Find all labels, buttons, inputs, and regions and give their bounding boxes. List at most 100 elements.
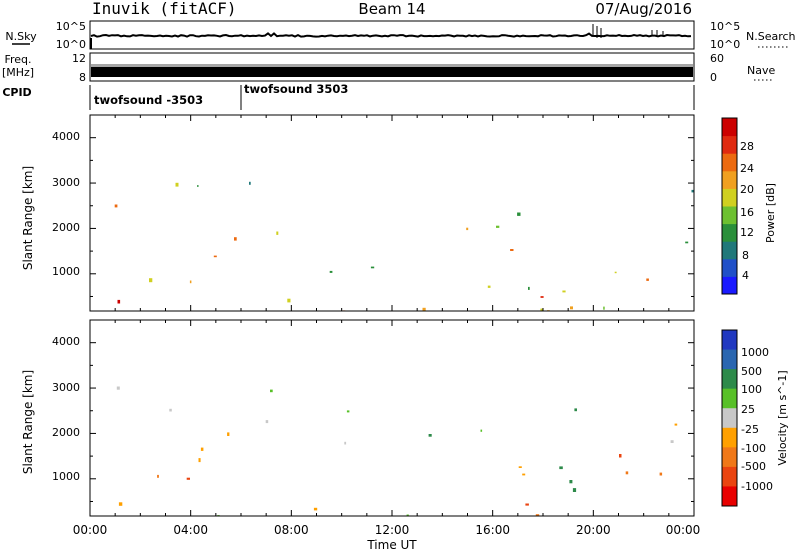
echo-cell <box>691 189 694 193</box>
velocity-colorbar-swatch <box>722 447 737 468</box>
power-colorbar-swatch <box>722 223 737 242</box>
echo-cell <box>157 474 159 478</box>
velocity-colorbar-swatch <box>722 369 737 390</box>
echo-cell <box>117 299 121 304</box>
power-colorbar <box>722 118 737 295</box>
xtick-8: 08:00 <box>274 523 309 537</box>
echo-cell <box>480 429 483 432</box>
xtick-24: 00:00 <box>666 523 701 537</box>
freq-tick-low: 8 <box>79 71 86 84</box>
echo-cell <box>574 408 577 412</box>
echo-cell <box>329 270 333 273</box>
echo-cell <box>249 181 251 185</box>
echo-cell <box>625 471 629 475</box>
power-colorbar-swatch <box>722 188 737 207</box>
echo-cell <box>522 473 526 476</box>
echo-cell <box>466 227 469 231</box>
vel-ytick-2000: 2000 <box>52 426 80 439</box>
echo-cell <box>428 434 432 437</box>
velocity-colorbar-swatch <box>722 388 737 409</box>
power-ytick-4000: 4000 <box>52 130 80 143</box>
nsearch-label: N.Search <box>746 30 796 43</box>
power-cb-24: 24 <box>740 162 754 175</box>
freq-label-line2: [MHz] <box>2 66 34 79</box>
x-axis-title: Time UT <box>366 538 417 552</box>
echo-cell <box>213 255 217 258</box>
power-colorbar-swatch <box>722 153 737 172</box>
echo-cell <box>496 225 500 228</box>
echo-cell <box>619 454 622 458</box>
xtick-16: 16:00 <box>475 523 510 537</box>
echo-cell <box>287 298 291 303</box>
power-cb-12: 12 <box>740 226 754 239</box>
echo-cell <box>670 440 674 443</box>
echo-cell <box>189 280 192 284</box>
power-cb-16: 16 <box>740 206 754 219</box>
power-ytick-1000: 1000 <box>52 265 80 278</box>
echo-cell <box>674 423 678 426</box>
power-cb-4: 4 <box>742 269 749 282</box>
velocity-colorbar <box>722 330 737 507</box>
cpid-segment-2: twofsound 3503 <box>244 82 348 96</box>
echo-cell <box>344 441 347 445</box>
echo-cell <box>149 278 153 283</box>
xtick-20: 20:00 <box>576 523 611 537</box>
xtick-12: 12:00 <box>375 523 410 537</box>
power-colorbar-swatch <box>722 276 737 295</box>
echo-cell <box>570 306 573 310</box>
echo-cell <box>540 296 544 298</box>
echo-cell <box>559 466 563 470</box>
velocity-colorbar-swatch <box>722 486 737 507</box>
nsky-strip: N.Sky 10^5 10^0 10^5 10^0 N.Search <box>5 20 795 51</box>
power-ytick-2000: 2000 <box>52 221 80 234</box>
vel-cb-500: 500 <box>741 365 762 378</box>
velocity-panel: 1000 2000 3000 4000 Slant Range [km] 100… <box>21 319 789 517</box>
nave-tick-low: 0 <box>710 71 717 84</box>
velocity-data <box>116 386 678 516</box>
vel-cb-100: 100 <box>741 383 762 396</box>
echo-cell <box>175 182 179 187</box>
echo-cell <box>197 185 199 187</box>
echo-cell <box>270 389 273 393</box>
vel-cb-m100: -100 <box>741 442 766 455</box>
cpid-segment-1: twofsound -3503 <box>94 93 203 107</box>
nsky-tick-low: 10^0 <box>56 38 86 51</box>
power-colorbar-swatch <box>722 241 737 260</box>
echo-cell <box>510 249 514 251</box>
velocity-colorbar-swatch <box>722 408 737 429</box>
power-colorbar-swatch <box>722 170 737 189</box>
echo-cell <box>200 447 204 451</box>
power-colorbar-swatch <box>722 258 737 277</box>
velocity-colorbar-swatch <box>722 427 737 448</box>
echo-cell <box>685 241 689 244</box>
echo-cell <box>540 308 543 311</box>
power-colorbar-swatch <box>722 206 737 225</box>
vel-cb-m25: -25 <box>741 423 759 436</box>
power-colorbar-swatch <box>722 118 737 137</box>
echo-cell <box>370 266 375 269</box>
echo-cell <box>234 237 237 241</box>
nave-label: Nave <box>747 64 775 77</box>
power-cb-28: 28 <box>740 140 754 153</box>
echo-cell <box>528 286 530 290</box>
power-ytick-3000: 3000 <box>52 176 80 189</box>
echo-cell <box>422 307 426 311</box>
power-data <box>114 181 694 311</box>
echo-cell <box>562 290 566 293</box>
velocity-colorbar-swatch <box>722 330 737 351</box>
echo-cell <box>227 432 230 436</box>
vel-ytick-4000: 4000 <box>52 335 80 348</box>
vel-ytick-3000: 3000 <box>52 381 80 394</box>
echo-cell <box>517 212 521 216</box>
echo-cell <box>276 231 279 235</box>
echo-cell <box>169 408 172 412</box>
vel-ytick-1000: 1000 <box>52 470 80 483</box>
nsearch-tick-high: 10^5 <box>710 20 740 33</box>
echo-cell <box>114 204 118 208</box>
echo-cell <box>346 410 350 413</box>
velocity-ticks <box>89 319 695 516</box>
xtick-0: 00:00 <box>73 523 108 537</box>
echo-cell <box>535 514 540 516</box>
echo-cell <box>646 278 649 281</box>
